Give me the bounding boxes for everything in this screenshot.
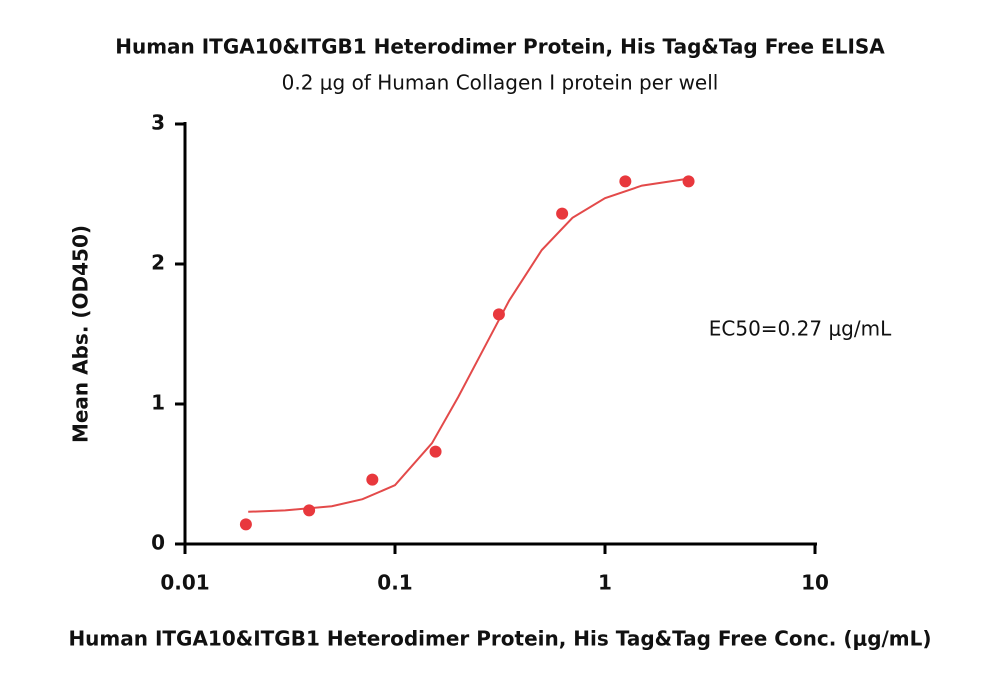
y-tick-label: 3 — [151, 111, 165, 135]
y-tick-label: 0 — [151, 531, 165, 555]
x-tick-label: 0.01 — [160, 571, 209, 595]
x-tick-label: 1 — [598, 571, 612, 595]
data-point — [366, 473, 379, 486]
data-point — [682, 175, 695, 188]
data-point — [239, 518, 252, 531]
data-point — [556, 207, 569, 220]
x-tick-label: 10 — [801, 571, 829, 595]
annotation: EC50=0.27 μg/mL — [709, 317, 892, 341]
y-tick-label: 2 — [151, 251, 165, 275]
x-tick-label: 0.1 — [377, 571, 412, 595]
data-point — [492, 308, 505, 321]
chart-subtitle: 0.2 μg of Human Collagen I protein per w… — [282, 71, 719, 95]
data-point — [429, 445, 442, 458]
data-point — [619, 175, 632, 188]
y-tick-label: 1 — [151, 391, 165, 415]
y-axis-label: Mean Abs. (OD450) — [69, 225, 93, 443]
chart-title: Human ITGA10&ITGB1 Heterodimer Protein, … — [115, 35, 885, 59]
x-axis-label: Human ITGA10&ITGB1 Heterodimer Protein, … — [68, 627, 931, 651]
data-point — [303, 504, 316, 517]
fit-curve — [248, 177, 689, 513]
